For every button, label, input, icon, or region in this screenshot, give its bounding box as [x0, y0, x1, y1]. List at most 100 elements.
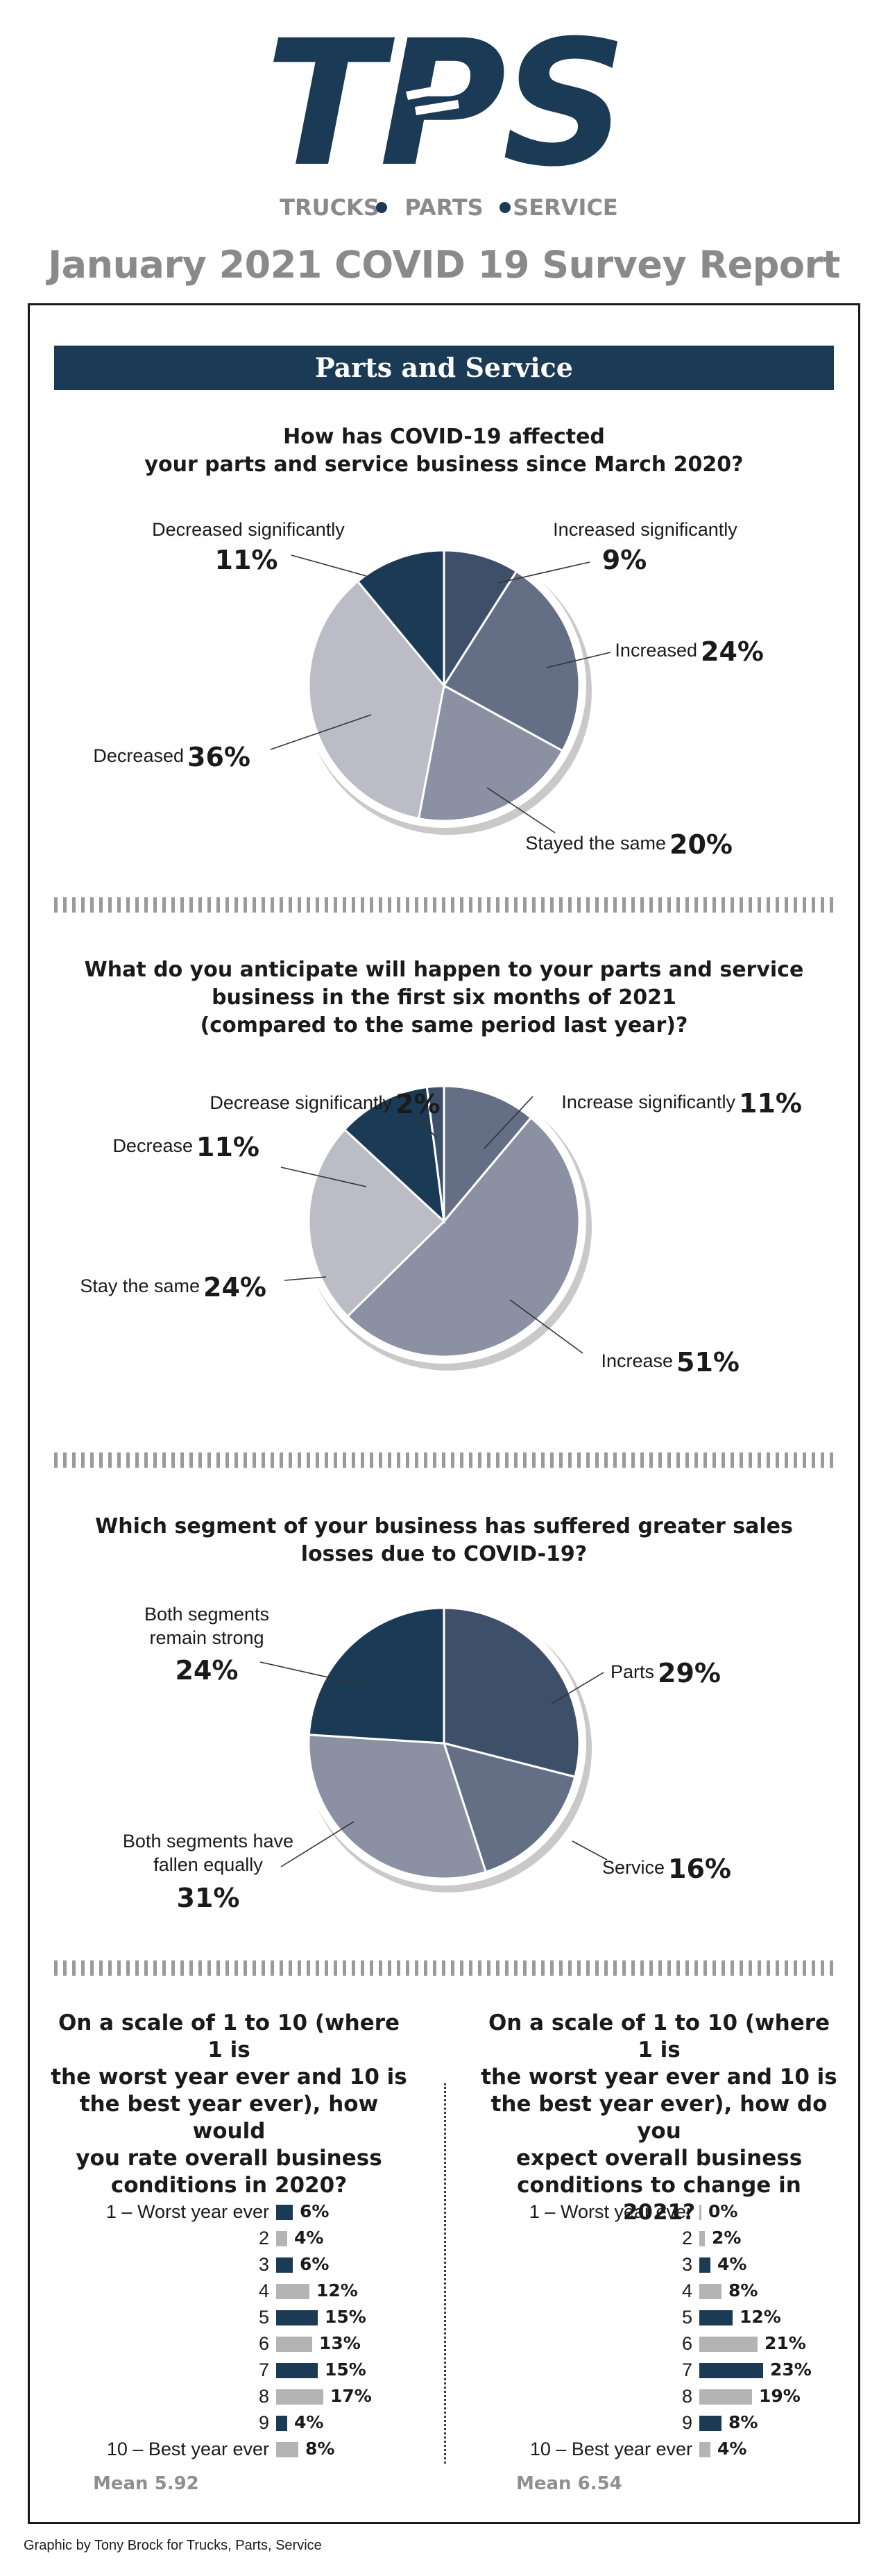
bar-row: 4 12% — [93, 2278, 481, 2304]
tagline-trucks: TRUCKS — [280, 194, 379, 221]
bar-value-label: 4% — [294, 2412, 324, 2432]
tagline-service: SERVICE — [513, 194, 618, 221]
bar2-question-line: conditions to change in 2021? — [517, 2173, 801, 2225]
credit-line: Graphic by Tony Brock for Trucks, Parts,… — [24, 2538, 322, 2553]
bar-row: 6 21% — [516, 2330, 888, 2357]
bar-category-label: 9 — [258, 2412, 269, 2433]
slice-label-stayed-the-same: Stayed the same — [525, 833, 666, 854]
bar — [699, 2337, 758, 2352]
bar — [276, 2363, 318, 2378]
bar — [276, 2310, 318, 2325]
leader-line — [497, 561, 590, 584]
bar — [276, 2389, 323, 2405]
bar-category-label: 6 — [681, 2333, 692, 2354]
bar-row: 10 – Best year ever 8% — [93, 2436, 481, 2462]
tps-logo: TPS TRUCKS PARTS SERVICE — [265, 28, 627, 221]
slice-label-parts: Parts — [610, 1661, 654, 1682]
bar-category-label: 2 — [681, 2228, 692, 2248]
leader-line — [280, 1821, 355, 1867]
bar-category-label: 3 — [258, 2254, 269, 2275]
bar-chart-1-question: On a scale of 1 to 10 (where 1 is the wo… — [49, 2010, 409, 2199]
slice-label-decrease: Decrease — [112, 1135, 193, 1156]
bar-value-label: 19% — [759, 2386, 801, 2406]
slice-label-decreased-significantly: Decreased significantly — [152, 519, 345, 540]
bar-row: 2 2% — [516, 2225, 888, 2251]
bar — [699, 2205, 701, 2220]
bar-row: 2 4% — [93, 2225, 481, 2251]
bar1-question-line: you rate overall business — [76, 2146, 382, 2171]
slice-value-decreased-significantly: 11% — [215, 545, 278, 575]
chart2-question-line: What do you anticipate will happen to yo… — [84, 958, 804, 982]
bar — [276, 2257, 293, 2273]
bar-row: 8 19% — [516, 2383, 888, 2409]
column-divider — [444, 2083, 446, 2464]
bar2-question-line: the worst year ever and 10 is — [481, 2065, 837, 2090]
bar-chart-2-mean: Mean 6.54 — [516, 2473, 622, 2494]
chart3-question: Which segment of your business has suffe… — [42, 1513, 846, 1568]
bar — [276, 2284, 309, 2299]
pie-slice-increase — [345, 1116, 581, 1358]
content-frame — [28, 303, 860, 2524]
bar — [699, 2257, 710, 2273]
bar-value-label: 13% — [319, 2333, 361, 2353]
pie-slice-increase-significantly — [443, 1085, 533, 1225]
pie-slice-increased-significantly — [443, 549, 518, 690]
slice-value-decreased: 36% — [187, 742, 250, 772]
bar-category-label: 10 – Best year ever — [106, 2439, 269, 2459]
pie-slice-both-segments-have-fallen-equally — [307, 1734, 488, 1880]
bar-value-label: 4% — [717, 2254, 747, 2274]
pie-slice-stay-the-same — [307, 1128, 446, 1318]
bar-value-label: 6% — [300, 2254, 330, 2274]
bar-category-label: 3 — [681, 2254, 692, 2275]
bar — [276, 2416, 287, 2431]
bar-value-label: 8% — [728, 2412, 758, 2432]
leader-line — [291, 554, 367, 577]
bar-category-label: 6 — [258, 2333, 269, 2354]
slice-label-both-segments-remain-strong: remain strong — [149, 1627, 264, 1648]
bar-category-label: 9 — [681, 2412, 692, 2433]
chart2-question: What do you anticipate will happen to yo… — [42, 956, 846, 1040]
bar — [276, 2205, 293, 2220]
bar — [699, 2363, 763, 2378]
chart2-question-line: business in the first six months of 2021 — [212, 985, 676, 1010]
pie-slice-decreased-significantly — [356, 549, 445, 689]
leader-line — [546, 652, 611, 668]
bar-value-label: 15% — [325, 2359, 366, 2380]
bar-category-label: 7 — [681, 2359, 692, 2380]
leader-line — [551, 1672, 604, 1704]
bar-row: 6 13% — [93, 2330, 481, 2357]
bar-chart-1-mean: Mean 5.92 — [93, 2473, 199, 2494]
slice-value-both-segments-remain-strong: 24% — [176, 1655, 239, 1686]
leader-line — [486, 787, 556, 833]
bar-row: 7 15% — [93, 2357, 481, 2383]
bar-row: 7 23% — [516, 2357, 888, 2383]
leader-line — [270, 714, 372, 750]
slice-value-increase: 51% — [676, 1347, 740, 1378]
chart1-question-line: your parts and service business since Ma… — [144, 452, 744, 477]
bar-row: 3 4% — [516, 2251, 888, 2278]
bar-row: 9 4% — [93, 2409, 481, 2436]
bar — [699, 2416, 722, 2431]
slice-value-decrease-significantly: 2% — [395, 1089, 441, 1119]
chart1-question: How has COVID-19 affected your parts and… — [42, 423, 846, 479]
slice-value-both-segments-have-fallen-equally: 31% — [177, 1883, 240, 1913]
bar-value-label: 4% — [294, 2228, 324, 2248]
bar-value-label: 0% — [708, 2201, 738, 2221]
slice-value-stay-the-same: 24% — [203, 1272, 266, 1303]
bar2-question-line: On a scale of 1 to 10 (where 1 is — [488, 2010, 830, 2062]
bar — [699, 2389, 752, 2405]
report-title: January 2021 COVID 19 Survey Report — [48, 243, 840, 287]
tagline-bullet-2 — [500, 202, 511, 213]
slice-value-increase-significantly: 11% — [739, 1088, 802, 1119]
bar-row: 9 8% — [516, 2409, 888, 2436]
tagline-parts: PARTS — [404, 194, 483, 221]
bar-category-label: 2 — [258, 2228, 269, 2248]
slice-label-decreased: Decreased — [93, 745, 184, 766]
bar-value-label: 8% — [728, 2280, 758, 2300]
pie-slice-increased — [442, 570, 581, 752]
pie-slice-decrease-significantly — [425, 1085, 445, 1222]
section-divider — [54, 1960, 834, 1976]
bar-category-label: 8 — [681, 2386, 692, 2407]
bar-value-label: 12% — [740, 2307, 781, 2327]
slice-value-parts: 29% — [658, 1658, 721, 1688]
